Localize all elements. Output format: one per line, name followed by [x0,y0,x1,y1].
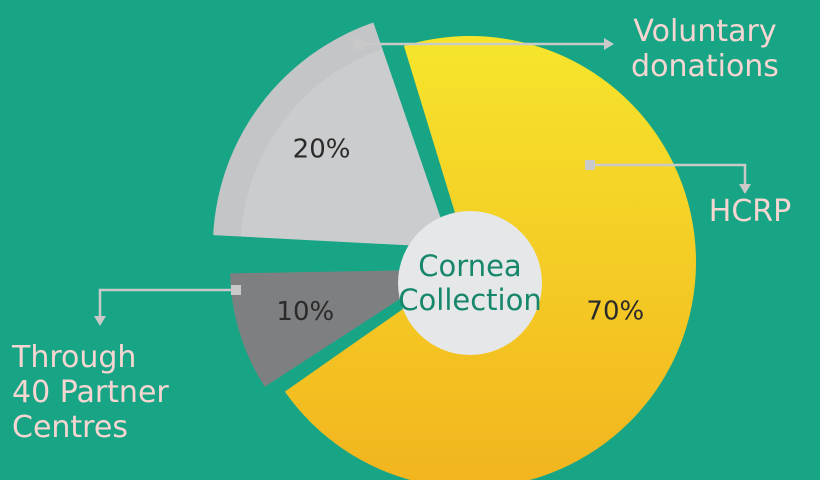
category-label: Through 40 Partner Centres [11,340,169,445]
category-label: HCRP [709,194,791,229]
connector-arrow [94,316,106,326]
value-label: 10% [276,297,334,327]
value-label: 20% [293,135,351,165]
connector-line [98,288,236,318]
connector-arrow [604,38,614,50]
center-label: Cornea Collection [398,249,541,317]
connector-arrow [739,184,751,194]
pie-slice [213,22,451,248]
value-label: 70% [586,297,644,327]
category-label: Voluntary donations [631,14,779,84]
connector-square [585,160,595,170]
pie-slice [230,269,446,387]
center-circle [398,211,542,355]
slice-inner [241,48,451,248]
connector-square [231,285,241,295]
connector-line [590,163,747,186]
connector-square [354,39,364,49]
